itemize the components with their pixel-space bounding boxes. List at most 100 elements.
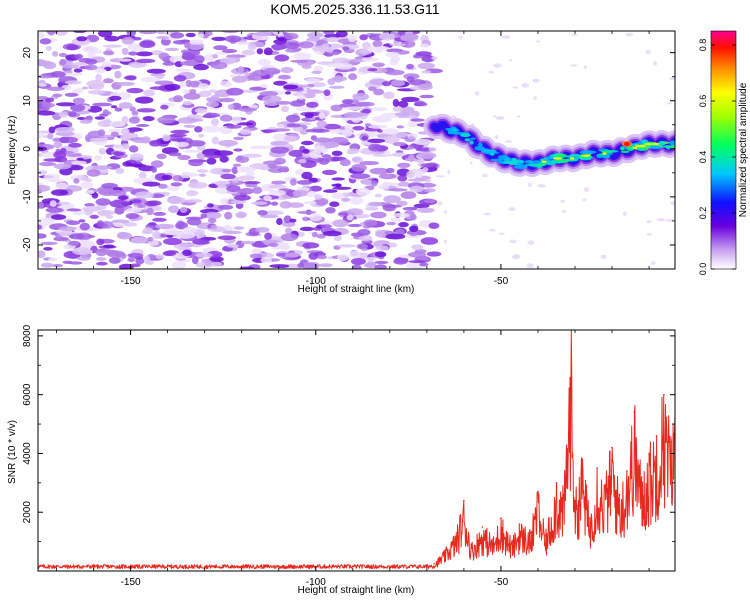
noise-blob xyxy=(302,148,310,154)
noise-blob xyxy=(213,150,234,156)
noise-blob xyxy=(142,116,155,122)
noise-blob xyxy=(600,254,607,259)
noise-blob xyxy=(311,70,322,75)
noise-blob xyxy=(106,136,115,141)
noise-blob xyxy=(419,43,430,48)
noise-blob xyxy=(38,224,43,230)
noise-blob xyxy=(251,201,268,205)
noise-blob xyxy=(292,126,304,132)
noise-blob xyxy=(94,116,106,120)
noise-blob xyxy=(217,184,226,189)
snr-point xyxy=(589,517,591,519)
noise-blob xyxy=(197,33,204,38)
noise-blob xyxy=(236,166,256,173)
noise-blob xyxy=(347,34,357,43)
noise-blob xyxy=(58,52,68,58)
noise-blob xyxy=(96,261,108,266)
signal-blob xyxy=(582,150,593,155)
noise-blob xyxy=(73,68,83,73)
noise-blob xyxy=(47,132,54,140)
noise-blob xyxy=(536,40,541,43)
noise-blob xyxy=(331,156,340,162)
noise-blob xyxy=(81,86,89,90)
noise-blob xyxy=(144,200,159,207)
noise-blob xyxy=(155,223,174,229)
noise-blob xyxy=(408,136,415,140)
spectrogram-panel: -150 -100 -50 20 10 0 -10 -20 Height of straig… xyxy=(7,30,676,295)
colorbar-tick-label: 0.8 xyxy=(698,39,708,52)
noise-blob xyxy=(301,171,313,180)
colorbar-frame xyxy=(710,30,737,270)
signal-blob xyxy=(664,145,670,148)
noise-blob xyxy=(233,226,245,230)
noise-blob xyxy=(323,31,335,35)
noise-blob xyxy=(368,143,382,152)
noise-blob xyxy=(211,261,223,267)
snr-x-tick-label: -50 xyxy=(494,577,509,588)
noise-blob xyxy=(205,101,220,108)
noise-blob xyxy=(372,40,383,48)
noise-blob xyxy=(219,155,229,163)
noise-blob xyxy=(134,191,154,199)
noise-blob xyxy=(183,124,196,128)
noise-blob xyxy=(275,101,292,105)
noise-blob xyxy=(372,115,391,123)
noise-blob xyxy=(398,181,411,187)
noise-blob xyxy=(107,250,125,258)
noise-blob xyxy=(279,201,292,209)
noise-blob xyxy=(509,239,517,244)
noise-blob xyxy=(79,119,92,124)
noise-blob xyxy=(273,80,288,86)
noise-blob xyxy=(66,220,81,226)
noise-blob xyxy=(168,205,180,213)
noise-blob xyxy=(184,199,203,203)
noise-blob xyxy=(221,49,238,53)
noise-blob xyxy=(385,51,400,58)
noise-blob xyxy=(508,207,516,212)
noise-blob xyxy=(86,169,101,177)
noise-blob xyxy=(512,254,520,260)
noise-blob xyxy=(131,199,142,204)
signal-highlight xyxy=(637,144,646,148)
noise-blob xyxy=(209,167,226,175)
noise-blob xyxy=(59,167,73,176)
noise-blob xyxy=(257,58,271,66)
noise-blob xyxy=(215,180,227,187)
signal-blob xyxy=(626,146,635,152)
noise-blob xyxy=(528,182,532,188)
noise-blob xyxy=(350,258,366,265)
noise-blob xyxy=(196,169,209,173)
colorbar-tick-label: 0.0 xyxy=(698,263,708,276)
noise-blob xyxy=(415,170,423,179)
noise-blob xyxy=(355,101,375,107)
noise-blob xyxy=(66,44,79,51)
noise-blob xyxy=(71,160,87,165)
noise-blob xyxy=(264,232,272,240)
signal-blob xyxy=(579,157,592,161)
noise-blob xyxy=(128,129,136,134)
noise-blob xyxy=(79,222,91,231)
noise-blob xyxy=(583,187,590,192)
colorbar: 0.0 0.2 0.4 0.6 0.8 Normalized spectral ampl… xyxy=(698,30,749,276)
noise-blob xyxy=(272,128,291,132)
noise-blob xyxy=(237,66,244,74)
noise-blob xyxy=(331,150,343,156)
noise-blob xyxy=(305,78,321,83)
noise-blob xyxy=(285,48,300,53)
noise-blob xyxy=(38,153,43,157)
noise-blob xyxy=(318,157,330,165)
noise-blob xyxy=(458,35,463,40)
noise-blob xyxy=(131,110,139,116)
noise-blob xyxy=(52,93,63,98)
noise-blob xyxy=(94,68,107,73)
snr-point xyxy=(611,446,613,449)
noise-blob xyxy=(299,226,314,232)
noise-blob xyxy=(140,76,160,83)
noise-blob xyxy=(294,169,305,175)
noise-blob xyxy=(147,237,154,242)
noise-blob xyxy=(297,263,305,268)
snr-x-axis-label: Height of straight line (km) xyxy=(298,585,415,596)
noise-blob xyxy=(70,104,86,112)
noise-blob xyxy=(48,126,56,134)
